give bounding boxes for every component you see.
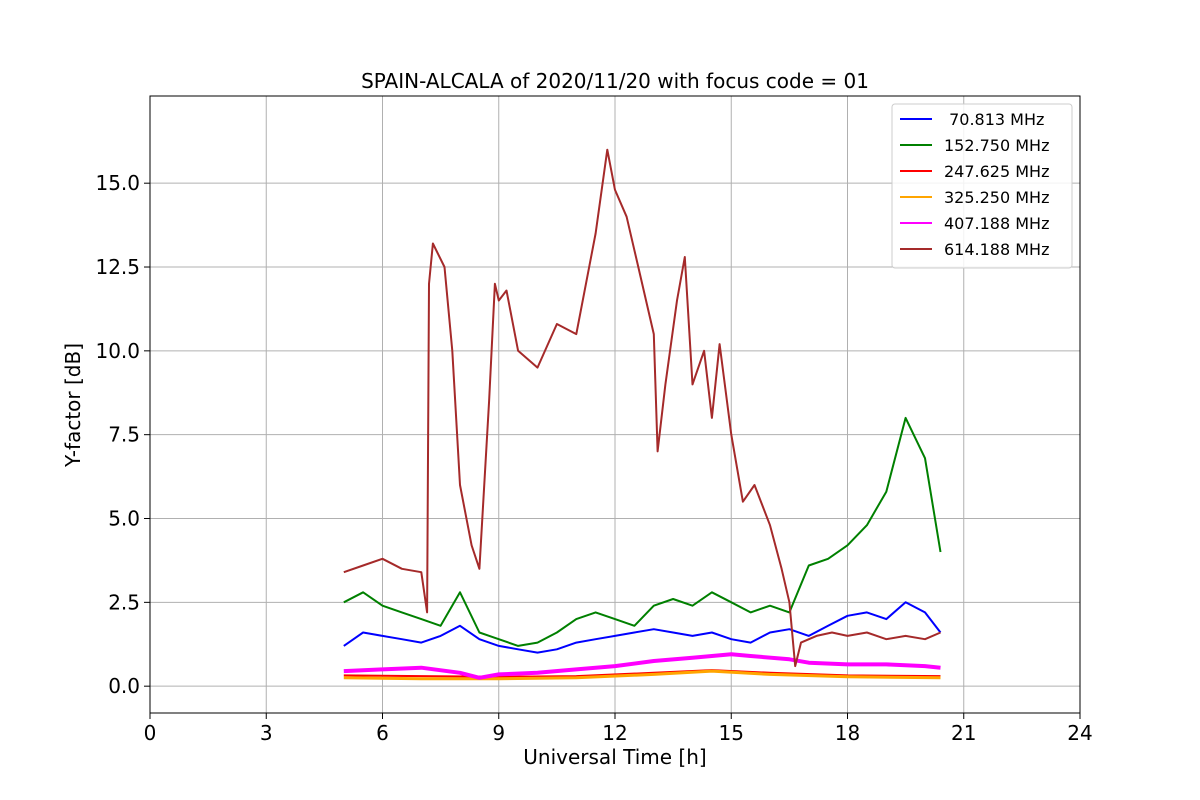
y-tick-label: 0.0 bbox=[108, 674, 140, 698]
plot-series bbox=[343, 148, 942, 681]
x-tick-label: 18 bbox=[835, 721, 860, 745]
x-tick-label: 15 bbox=[719, 721, 744, 745]
series-line-1 bbox=[343, 601, 942, 654]
x-axis-label: Universal Time [h] bbox=[523, 745, 706, 769]
x-tick-label: 0 bbox=[144, 721, 157, 745]
legend-label: 614.188 MHz bbox=[944, 240, 1049, 259]
x-tick-label: 12 bbox=[602, 721, 627, 745]
y-tick-label: 2.5 bbox=[108, 590, 140, 614]
y-tick-label: 15.0 bbox=[95, 171, 140, 195]
series-line-4 bbox=[343, 669, 941, 681]
legend-label: 70.813 MHz bbox=[944, 110, 1044, 129]
y-tick-label: 5.0 bbox=[108, 507, 140, 531]
y-tick-label: 7.5 bbox=[108, 423, 140, 447]
y-axis-ticks: 0.0 2.5 5.0 7.5 10.0 12.5 15.0 bbox=[95, 171, 150, 698]
x-tick-label: 21 bbox=[951, 721, 976, 745]
x-axis-ticks: 0 3 6 9 12 15 18 21 24 bbox=[144, 713, 1093, 745]
x-tick-label: 6 bbox=[376, 721, 389, 745]
series-line-5 bbox=[343, 652, 941, 680]
x-tick-label: 9 bbox=[492, 721, 505, 745]
legend-label: 325.250 MHz bbox=[944, 188, 1049, 207]
legend-frame bbox=[891, 103, 1073, 269]
series-line-6 bbox=[343, 148, 941, 668]
series-line-2 bbox=[343, 416, 942, 647]
legend: 70.813 MHz 152.750 MHz 247.625 MHz 325.250 … bbox=[891, 103, 1073, 269]
legend-label: 247.625 MHz bbox=[944, 162, 1049, 181]
legend-label: 152.750 MHz bbox=[944, 136, 1049, 155]
x-tick-label: 3 bbox=[260, 721, 273, 745]
chart-title: SPAIN-ALCALA of 2020/11/20 with focus co… bbox=[361, 69, 869, 93]
legend-label: 407.188 MHz bbox=[944, 214, 1049, 233]
y-tick-label: 12.5 bbox=[95, 255, 140, 279]
y-axis-label: Y-factor [dB] bbox=[61, 343, 85, 468]
y-tick-label: 10.0 bbox=[95, 339, 140, 363]
x-tick-label: 24 bbox=[1067, 721, 1092, 745]
